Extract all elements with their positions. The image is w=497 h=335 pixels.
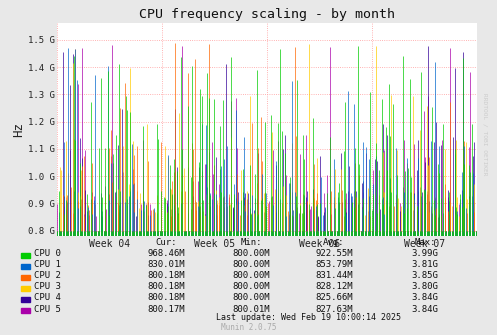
Text: CPU 5: CPU 5 (34, 305, 61, 314)
Y-axis label: Hz: Hz (12, 122, 25, 137)
Text: 800.17M: 800.17M (148, 305, 185, 314)
Text: RRDTOOL / TOBI OETIKER: RRDTOOL / TOBI OETIKER (482, 93, 487, 175)
Text: 3.80G: 3.80G (412, 282, 438, 291)
Text: 825.66M: 825.66M (315, 293, 353, 303)
Text: 828.12M: 828.12M (315, 282, 353, 291)
Text: 3.84G: 3.84G (412, 305, 438, 314)
Text: 800.00M: 800.00M (232, 249, 270, 258)
Text: 3.84G: 3.84G (412, 293, 438, 303)
Text: CPU 2: CPU 2 (34, 271, 61, 280)
Text: Max:: Max: (414, 238, 436, 247)
Text: 827.63M: 827.63M (315, 305, 353, 314)
Text: 800.18M: 800.18M (148, 271, 185, 280)
Title: CPU frequency scaling - by month: CPU frequency scaling - by month (139, 8, 395, 21)
Text: 3.99G: 3.99G (412, 249, 438, 258)
Text: 800.18M: 800.18M (148, 282, 185, 291)
Text: Min:: Min: (240, 238, 262, 247)
Text: Munin 2.0.75: Munin 2.0.75 (221, 323, 276, 332)
Text: 800.00M: 800.00M (232, 271, 270, 280)
Text: Cur:: Cur: (156, 238, 177, 247)
Text: CPU 0: CPU 0 (34, 249, 61, 258)
Text: 800.01M: 800.01M (232, 305, 270, 314)
Text: Avg:: Avg: (323, 238, 345, 247)
Text: 922.55M: 922.55M (315, 249, 353, 258)
Text: 830.01M: 830.01M (148, 260, 185, 269)
Text: 968.46M: 968.46M (148, 249, 185, 258)
Text: 831.44M: 831.44M (315, 271, 353, 280)
Text: 800.00M: 800.00M (232, 293, 270, 303)
Text: Last update: Wed Feb 19 10:00:14 2025: Last update: Wed Feb 19 10:00:14 2025 (216, 313, 401, 322)
Text: CPU 1: CPU 1 (34, 260, 61, 269)
Text: 3.85G: 3.85G (412, 271, 438, 280)
Text: 800.00M: 800.00M (232, 260, 270, 269)
Text: CPU 4: CPU 4 (34, 293, 61, 303)
Text: 800.00M: 800.00M (232, 282, 270, 291)
Text: 800.18M: 800.18M (148, 293, 185, 303)
Text: 3.81G: 3.81G (412, 260, 438, 269)
Text: CPU 3: CPU 3 (34, 282, 61, 291)
Text: 853.79M: 853.79M (315, 260, 353, 269)
